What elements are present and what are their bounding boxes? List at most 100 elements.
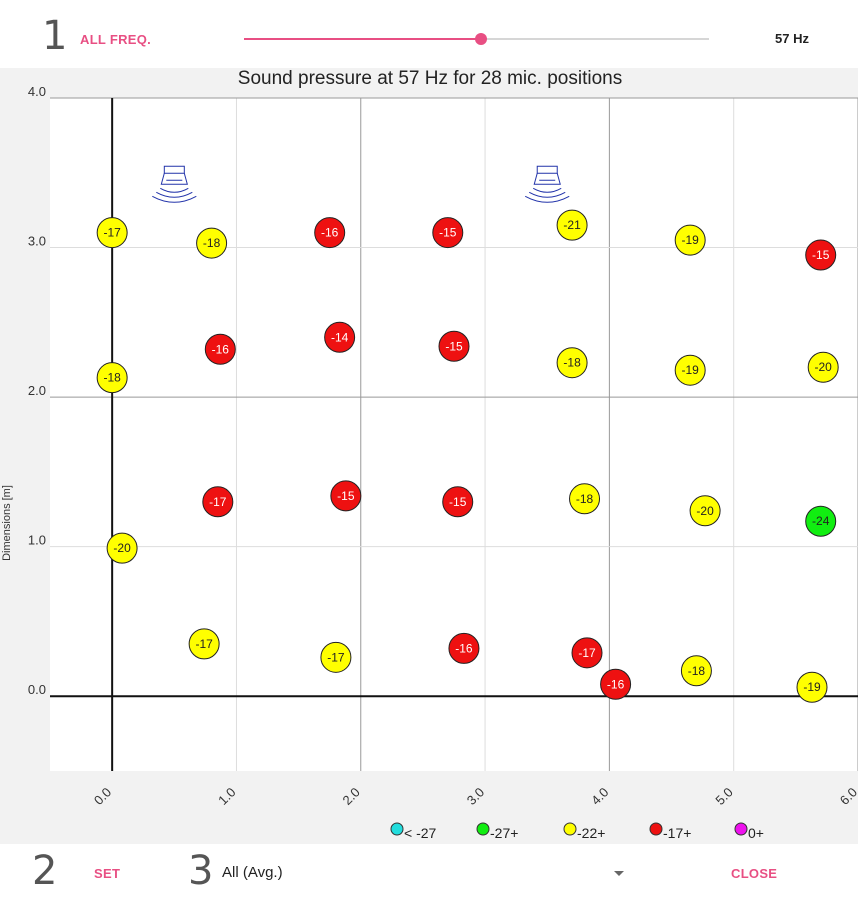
mic-point-label: -16 [212, 342, 230, 356]
y-tick-label: 3.0 [28, 234, 46, 249]
sound-wave [156, 191, 193, 198]
mic-point[interactable] [106, 532, 138, 564]
mic-position-select-value[interactable]: All (Avg.) [222, 864, 283, 881]
mic-point-label: -19 [682, 233, 700, 247]
mic-point[interactable] [314, 217, 346, 249]
mic-point[interactable] [330, 480, 362, 512]
mic-point-label: -15 [449, 495, 467, 509]
legend-label: 0+ [748, 825, 764, 841]
mic-point-label: -18 [576, 492, 594, 506]
chart-title: Sound pressure at 57 Hz for 28 mic. posi… [238, 68, 622, 89]
mic-point-label: -18 [103, 371, 121, 385]
mic-point-label: -17 [195, 637, 213, 651]
y-tick-label: 2.0 [28, 383, 46, 398]
mic-point[interactable] [320, 641, 352, 673]
mic-point[interactable] [556, 347, 588, 379]
mic-points: -17 -18 -16 -15 -21 -19 -15 -18 -16 -14 -15 -18 -19 -… [96, 209, 839, 703]
speakers [152, 165, 570, 203]
grid [50, 97, 858, 771]
mic-point[interactable] [569, 483, 601, 515]
sound-wave [524, 195, 570, 203]
y-tick-label: 1.0 [28, 533, 46, 548]
mic-point[interactable] [202, 486, 234, 518]
x-tick-label: 1.0 [215, 785, 238, 808]
legend-swatch [649, 822, 663, 836]
mic-point-label: -14 [331, 330, 349, 344]
mic-position-select[interactable]: All (Avg.) [222, 862, 632, 884]
mic-point[interactable] [204, 333, 236, 365]
mic-point-label: -17 [327, 650, 345, 664]
mic-point-label: -18 [688, 664, 706, 678]
mic-point-label: -16 [321, 226, 339, 240]
mic-point[interactable] [556, 209, 588, 241]
mic-point[interactable] [674, 224, 706, 256]
frequency-readout: 57 Hz [775, 31, 809, 46]
y-axis-label: Dimensions [m] [1, 485, 13, 561]
mic-point[interactable] [674, 354, 706, 386]
mic-point[interactable] [571, 637, 603, 669]
frequency-slider[interactable] [244, 29, 709, 49]
mic-point[interactable] [796, 671, 828, 703]
mic-point[interactable] [324, 321, 356, 353]
dropdown-arrow-icon[interactable] [614, 871, 624, 876]
mic-point[interactable] [600, 668, 632, 700]
step-number-2: 2 [32, 848, 58, 894]
x-tick-label: 2.0 [340, 785, 363, 808]
speaker-icon [524, 165, 570, 203]
mic-point[interactable] [807, 351, 839, 383]
mic-point[interactable] [438, 330, 470, 362]
set-button[interactable]: SET [94, 866, 121, 881]
legend-swatch [390, 822, 404, 836]
mic-point[interactable] [448, 632, 480, 664]
legend-label: -22+ [577, 825, 605, 841]
legend-label: < -27 [404, 825, 437, 841]
legend-label: -17+ [663, 825, 691, 841]
speaker-icon [152, 165, 197, 203]
top-bar: 1 ALL FREQ. 57 Hz [0, 0, 858, 68]
speaker-cone [160, 173, 188, 185]
mic-point[interactable] [432, 217, 464, 249]
sound-wave [152, 195, 197, 203]
mic-point[interactable] [96, 217, 128, 249]
y-tick-label: 0.0 [28, 682, 46, 697]
mic-point-label: -20 [696, 504, 714, 518]
mic-point[interactable] [680, 655, 712, 687]
mic-point[interactable] [188, 628, 220, 660]
chart-panel: 0.0 1.0 2.0 3.0 4.0 0.0 1.0 2.0 3.0 4.0 5.0 6.0 -17… [0, 68, 858, 844]
mic-point-label: -19 [682, 363, 700, 377]
slider-thumb[interactable] [475, 33, 488, 45]
sound-wave [528, 191, 566, 198]
mic-point-label: -15 [439, 226, 457, 240]
sound-wave [160, 187, 189, 193]
all-freq-button[interactable]: ALL FREQ. [80, 32, 152, 47]
mic-point-label: -16 [607, 677, 625, 691]
mic-point-label: -20 [815, 360, 833, 374]
mic-point-label: -17 [103, 226, 121, 240]
mic-point-label: -15 [812, 248, 830, 262]
mic-point-label: -18 [203, 236, 221, 250]
mic-point-label: -24 [812, 514, 830, 528]
legend: < -27 -27+ -22+ -17+ 0+ [390, 822, 764, 841]
step-number-3: 3 [188, 848, 214, 894]
mic-point-label: -16 [455, 641, 473, 655]
x-tick-label: 5.0 [712, 785, 735, 808]
mic-point[interactable] [96, 362, 128, 394]
mic-point-label: -19 [803, 680, 821, 694]
bottom-bar: 2 SET 3 CLOSE [0, 844, 858, 897]
mic-point[interactable] [805, 239, 837, 271]
x-tick-label: 0.0 [91, 785, 114, 808]
mic-point[interactable] [689, 495, 721, 527]
x-tick-label: 3.0 [464, 785, 487, 808]
mic-point[interactable] [442, 486, 474, 518]
mic-point[interactable] [805, 505, 837, 537]
mic-point[interactable] [196, 227, 228, 259]
legend-swatch [563, 822, 577, 836]
sound-wave [532, 187, 562, 193]
close-button[interactable]: CLOSE [731, 866, 778, 881]
legend-swatch [734, 822, 748, 836]
sound-pressure-chart: 0.0 1.0 2.0 3.0 4.0 0.0 1.0 2.0 3.0 4.0 5.0 6.0 -17… [1, 68, 858, 841]
mic-point-label: -17 [209, 495, 227, 509]
step-number-1: 1 [42, 13, 68, 59]
mic-point-label: -17 [578, 646, 596, 660]
speaker-cone [533, 173, 561, 185]
